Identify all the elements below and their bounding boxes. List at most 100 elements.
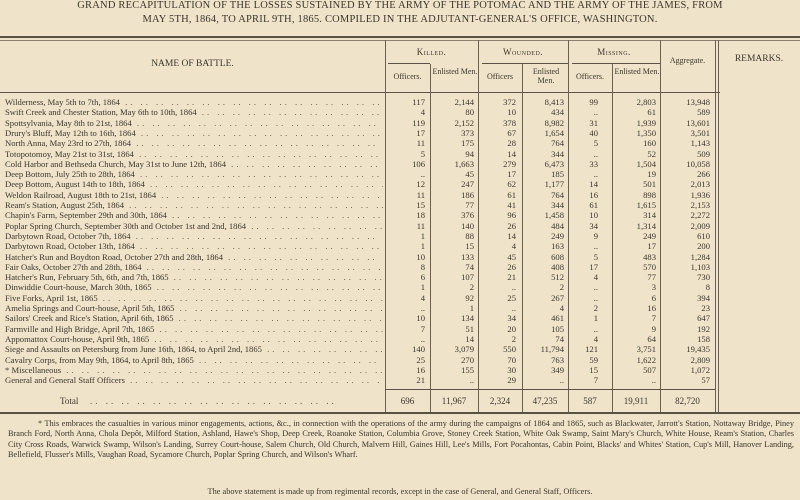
cell-missing-enlisted: 19	[647, 169, 656, 180]
cell-wounded-enlisted: 185	[551, 169, 564, 180]
cell-missing-enlisted: 1,350	[636, 127, 656, 138]
cell-aggregate: 57	[701, 375, 710, 386]
cell-missing-officers: 121	[585, 344, 598, 355]
battle-name-text: Dinwiddie Court-house, March 30th, 1865	[5, 282, 152, 293]
cell-killed-officers: 17	[416, 127, 425, 138]
total-wounded-officers: 2,324	[489, 396, 511, 406]
battle-name: Five Forks, April 1st, 1865 .. .. .. .. …	[5, 293, 383, 303]
table-row: * Miscellaneous .. .. .. .. .. .. .. .. …	[0, 365, 720, 375]
cell-aggregate: 2,809	[690, 354, 710, 365]
column-divider	[568, 40, 569, 412]
cell-wounded-enlisted: 1,458	[544, 210, 564, 221]
cell-wounded-enlisted: ..	[559, 375, 564, 386]
table-row: Chapin's Farm, September 29th and 30th, …	[0, 210, 720, 220]
cell-missing-officers: 16	[589, 189, 598, 200]
cell-killed-enlisted: 155	[461, 364, 474, 375]
cell-wounded-officers: 30	[507, 364, 516, 375]
cell-wounded-officers: 26	[507, 261, 516, 272]
table-row: Hatcher's Run, February 5th, 6th, and 7t…	[0, 272, 720, 282]
cell-missing-officers: 59	[589, 354, 598, 365]
header-missing: Missing.	[597, 47, 631, 57]
cell-wounded-officers: 14	[507, 148, 516, 159]
column-divider	[478, 40, 479, 412]
cell-missing-enlisted: 9	[651, 323, 656, 334]
cell-killed-enlisted: 74	[465, 261, 474, 272]
cell-missing-officers: 31	[589, 117, 598, 128]
column-divider	[522, 64, 523, 412]
cell-wounded-enlisted: 484	[551, 220, 564, 231]
battle-name: Siege and Assaults on Petersburg from Ju…	[5, 344, 383, 354]
cell-aggregate: 589	[697, 107, 710, 118]
cell-missing-officers: 5	[593, 138, 598, 149]
header-wounded-officers: Officers	[486, 72, 514, 81]
cell-killed-officers: 7	[420, 323, 425, 334]
leader-dots: .. .. .. .. .. .. .. .. .. .. .. .. .. .…	[198, 354, 383, 365]
battle-name: Drury's Bluff, May 12th to 16th, 1864 ..…	[5, 128, 383, 138]
cell-wounded-officers: 62	[507, 179, 516, 190]
cell-killed-officers: 1	[420, 241, 425, 252]
cell-killed-officers: 18	[416, 210, 425, 221]
cell-wounded-officers: 45	[507, 251, 516, 262]
table-row: Swift Creek and Chester Station, May 6th…	[0, 107, 720, 117]
battle-name-text: Siege and Assaults on Petersburg from Ju…	[5, 344, 262, 355]
cell-aggregate: 647	[697, 313, 710, 324]
cell-wounded-officers: 378	[503, 117, 516, 128]
battle-name-text: Hatcher's Run, February 5th, 6th, and 7t…	[5, 272, 169, 283]
cell-missing-enlisted: 3	[651, 282, 656, 293]
column-divider	[430, 64, 431, 412]
table-row: Siege and Assaults on Petersburg from Ju…	[0, 344, 720, 354]
battle-name-text: Ream's Station, August 25th, 1864	[5, 200, 124, 210]
leader-dots: .. .. .. .. .. .. .. .. .. .. .. .. .. .…	[156, 282, 383, 293]
leader-dots: .. .. .. .. .. .. .. .. .. .. .. .. .. .…	[129, 200, 383, 210]
cell-missing-enlisted: 507	[643, 364, 656, 375]
cell-wounded-enlisted: 461	[551, 313, 564, 324]
battle-name: Sailors' Creek and Rice's Station, April…	[5, 313, 383, 323]
cell-killed-enlisted: 373	[461, 127, 474, 138]
table-row: North Anna, May 23rd to 27th, 1864 .. ..…	[0, 138, 720, 148]
cell-missing-enlisted: 483	[643, 251, 656, 262]
cell-wounded-enlisted: 6,473	[544, 158, 564, 169]
cell-missing-officers: 7	[593, 375, 598, 386]
header-wounded: Wounded.	[502, 47, 544, 57]
battle-name-text: Wilderness, May 5th to 7th, 1864	[5, 97, 120, 107]
footnote: * This embraces the casualties in variou…	[8, 419, 794, 459]
battle-name: Hatcher's Run, February 5th, 6th, and 7t…	[5, 272, 383, 282]
cell-aggregate: 19,435	[686, 344, 710, 355]
cell-missing-officers: ..	[593, 292, 598, 303]
cell-aggregate: 192	[697, 323, 710, 334]
battle-name-text: Cold Harbor and Bethseda Church, May 31s…	[5, 158, 227, 169]
leader-dots: .. .. .. .. .. .. .. .. .. .. .. .. .. .…	[139, 241, 383, 252]
cell-killed-officers: 25	[416, 354, 425, 365]
cell-killed-enlisted: 45	[465, 169, 474, 180]
table-row: Cold Harbor and Bethseda Church, May 31s…	[0, 159, 720, 169]
cell-killed-enlisted: 1,663	[454, 158, 474, 169]
battle-name: Ream's Station, August 25th, 1864 .. .. …	[5, 200, 383, 210]
table-row: Deep Bottom, July 25th to 28th, 1864 .. …	[0, 169, 720, 179]
cell-aggregate: 23	[701, 303, 710, 313]
table-row: Deep Bottom, August 14th to 18th, 1864 .…	[0, 179, 720, 189]
total-missing-officers: 587	[583, 396, 597, 406]
cell-killed-enlisted: 14	[465, 333, 474, 344]
cell-aggregate: 2,272	[690, 210, 710, 221]
battle-name: Hatcher's Run and Boydton Road, October …	[5, 252, 383, 262]
cell-missing-enlisted: 61	[647, 107, 656, 118]
table-row: Appomattox Court-house, April 9th, 1865 …	[0, 334, 720, 344]
battle-name-text: Five Forks, April 1st, 1865	[5, 292, 98, 303]
battle-name-text: Swift Creek and Chester Station, May 6th…	[5, 107, 197, 118]
subheader-rule	[572, 63, 660, 64]
leader-dots: .. .. .. .. .. .. .. .. .. .. .. .. .. .…	[267, 344, 383, 355]
total-killed-enlisted: 11,967	[441, 396, 467, 406]
cell-killed-enlisted: 376	[461, 210, 474, 221]
battle-name: Fair Oaks, October 27th and 28th, 1864 .…	[5, 262, 383, 272]
cell-missing-enlisted: 7	[651, 313, 656, 324]
battle-name-text: Hatcher's Run and Boydton Road, October …	[5, 251, 224, 262]
battle-name-text: Spottsylvania, May 8th to 21st, 1864	[5, 117, 132, 128]
cell-wounded-officers: 34	[507, 313, 516, 324]
cell-aggregate: 730	[697, 272, 710, 283]
cell-missing-officers: 34	[589, 220, 598, 231]
cell-killed-officers: 8	[420, 261, 425, 272]
leader-dots: .. .. .. .. .. .. .. .. .. .. .. .. .. .…	[159, 323, 383, 334]
cell-aggregate: 200	[697, 241, 710, 252]
header-killed-officers: Officers.	[393, 72, 422, 81]
cell-killed-officers: 117	[412, 97, 425, 107]
